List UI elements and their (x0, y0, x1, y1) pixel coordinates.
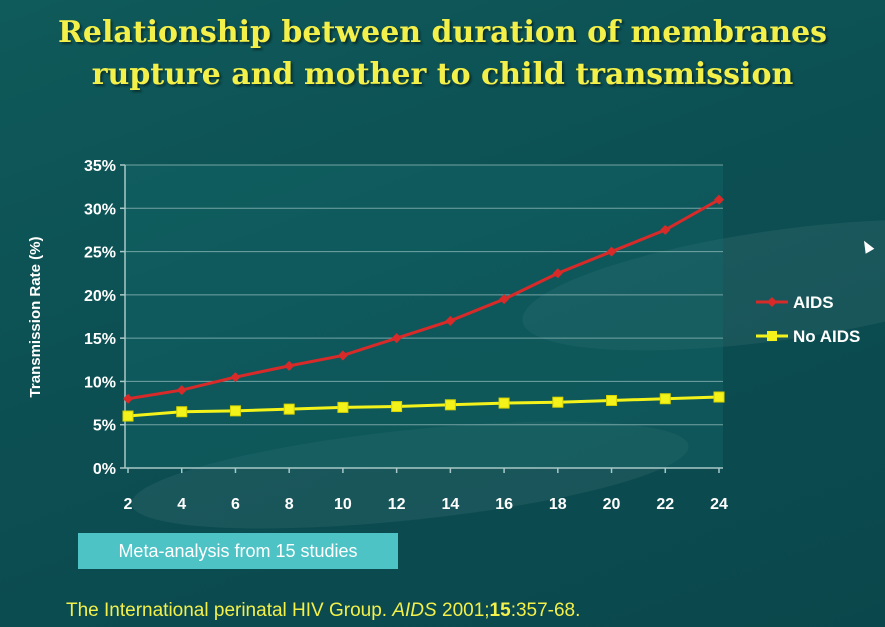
y-axis-ticks: 0% 5% 10% 15% 20% 25% 30% 35% (84, 158, 125, 478)
data-point-aids (176, 385, 187, 396)
citation-prefix: The International perinatal HIV Group. (66, 600, 393, 621)
y-tick-label: 35% (84, 158, 116, 175)
title-line-1: Relationship between duration of membran… (57, 15, 828, 50)
x-axis-ticks: 2 4 6 8 10 12 14 16 18 20 22 24 (124, 468, 728, 513)
data-point-no-aids (498, 397, 510, 409)
y-tick-label: 30% (84, 201, 116, 218)
x-tick-label: 16 (495, 496, 513, 513)
y-tick-label: 15% (84, 331, 116, 348)
data-point-no-aids (659, 393, 671, 405)
x-tick-label: 20 (603, 496, 621, 513)
y-tick-label: 0% (93, 461, 116, 478)
citation: The International perinatal HIV Group. A… (66, 600, 786, 622)
x-tick-label: 24 (710, 496, 728, 513)
data-point-aids (499, 294, 510, 305)
x-tick-label: 18 (549, 496, 567, 513)
citation-journal: AIDS (392, 600, 437, 621)
data-point-no-aids (176, 406, 188, 418)
y-tick-label: 20% (84, 288, 116, 305)
data-point-aids (552, 268, 563, 279)
legend-label-aids: AIDS (793, 293, 834, 312)
x-tick-label: 10 (334, 496, 352, 513)
legend: AIDS No AIDS (756, 293, 860, 346)
title-line-2: rupture and mother to child transmission (91, 57, 794, 92)
data-point-no-aids (122, 410, 134, 422)
data-point-no-aids (229, 405, 241, 417)
meta-analysis-note: Meta-analysis from 15 studies (78, 533, 398, 569)
data-point-aids (284, 360, 295, 371)
x-tick-label: 14 (441, 496, 459, 513)
y-tick-label: 25% (84, 245, 116, 262)
x-tick-label: 6 (231, 496, 240, 513)
data-point-aids (714, 194, 724, 205)
data-point-aids (123, 393, 133, 404)
x-tick-label: 8 (285, 496, 294, 513)
data-point-aids (445, 315, 456, 326)
x-tick-label: 2 (124, 496, 133, 513)
citation-year: 2001; (436, 600, 490, 621)
data-point-no-aids (713, 391, 725, 403)
legend-marker-aids (767, 297, 777, 307)
x-tick-label: 4 (177, 496, 186, 513)
data-point-aids (660, 224, 671, 235)
legend-label-no-aids: No AIDS (793, 327, 860, 346)
data-point-no-aids (337, 401, 349, 413)
data-point-aids (391, 333, 402, 344)
plot-area (125, 165, 723, 468)
citation-pages: :357-68. (510, 600, 581, 621)
data-point-aids (606, 246, 617, 257)
data-point-aids (337, 350, 348, 361)
y-axis-label: Transmission Rate (%) (27, 237, 44, 398)
data-point-no-aids (606, 394, 618, 406)
y-tick-label: 5% (93, 418, 116, 435)
citation-volume: 15 (489, 600, 511, 621)
grid-lines (125, 164, 723, 426)
data-point-aids (230, 372, 241, 383)
data-point-no-aids (444, 399, 456, 411)
data-point-no-aids (391, 401, 403, 413)
slide-title: Relationship between duration of membran… (0, 12, 885, 96)
series-group (122, 194, 725, 422)
data-point-no-aids (552, 396, 564, 408)
x-tick-label: 22 (656, 496, 674, 513)
y-tick-label: 10% (84, 374, 116, 391)
legend-marker-no-aids (767, 331, 777, 341)
data-point-no-aids (283, 403, 295, 415)
series-line-aids (127, 198, 720, 401)
x-tick-label: 12 (388, 496, 406, 513)
series-line-no-aids (127, 395, 720, 418)
